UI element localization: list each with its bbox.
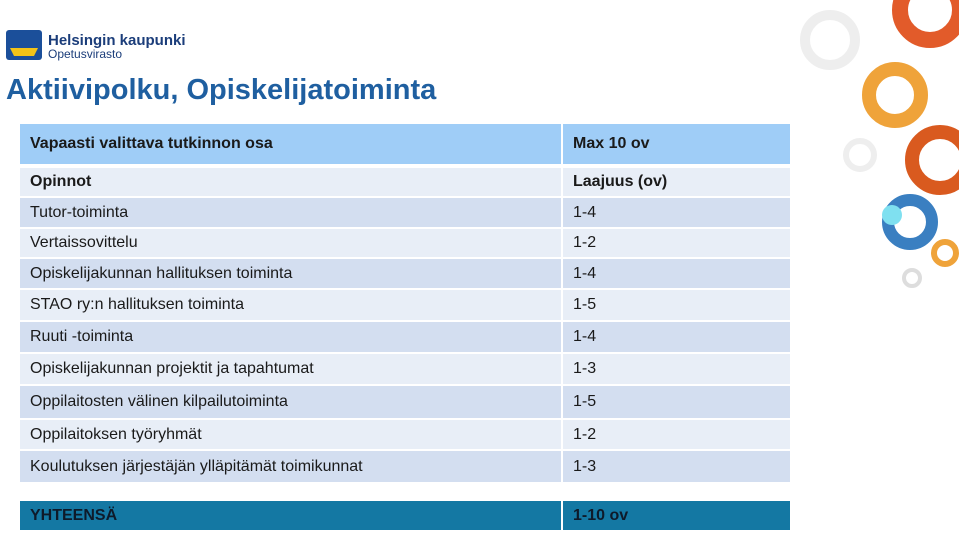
ring [800, 10, 860, 70]
table-cell: Oppilaitoksen työryhmät [20, 420, 561, 449]
table-cell: 1-2 [563, 229, 790, 257]
table-cell: 1-10 ov [563, 501, 790, 530]
ring [931, 239, 959, 267]
table-cell: 1-3 [563, 354, 790, 384]
table-cell: 1-4 [563, 322, 790, 352]
logo-ship [10, 48, 38, 56]
ring [905, 125, 959, 195]
table-cell: STAO ry:n hallituksen toiminta [20, 290, 561, 320]
table-cell: Ruuti -toiminta [20, 322, 561, 352]
table-cell: Opinnot [20, 168, 561, 196]
table-cell: Tutor-toiminta [20, 198, 561, 227]
table-cell: Vapaasti valittava tutkinnon osa [20, 124, 561, 164]
table-cell: 1-4 [563, 259, 790, 288]
table-cell: Laajuus (ov) [563, 168, 790, 196]
slide-title: Aktiivipolku, Opiskelijatoiminta [6, 74, 437, 106]
table-cell: YHTEENSÄ [20, 501, 561, 530]
table-cell: 1-4 [563, 198, 790, 227]
table-cell: Max 10 ov [563, 124, 790, 164]
ring [862, 62, 928, 128]
table-cell: Vertaissovittelu [20, 229, 561, 257]
org-unit: Opetusvirasto [48, 47, 123, 61]
table-cell: 1-5 [563, 386, 790, 418]
table-cell: Oppilaitosten välinen kilpailutoiminta [20, 386, 561, 418]
table-cell: 1-2 [563, 420, 790, 449]
table-cell: 1-5 [563, 290, 790, 320]
ring [902, 268, 922, 288]
ring [892, 0, 959, 48]
org-name: Helsingin kaupunki [48, 32, 186, 49]
table-cell: 1-3 [563, 451, 790, 482]
table-cell: Opiskelijakunnan hallituksen toiminta [20, 259, 561, 288]
ring [843, 138, 877, 172]
dot [882, 205, 902, 225]
table-cell: Opiskelijakunnan projektit ja tapahtumat [20, 354, 561, 384]
table-cell: Koulutuksen järjestäjän ylläpitämät toim… [20, 451, 561, 482]
